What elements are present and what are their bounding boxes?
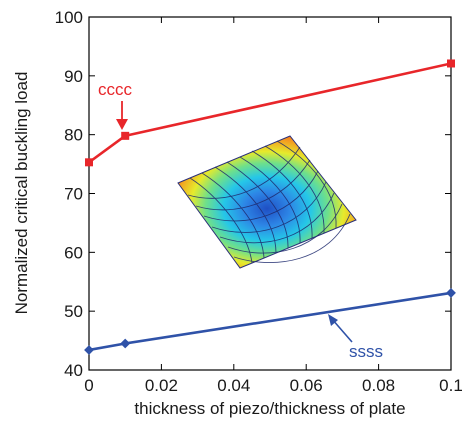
x-tick-label: 0.02: [145, 376, 178, 395]
y-tick-label: 50: [64, 302, 83, 321]
x-axis-label: thickness of piezo/thickness of plate: [134, 399, 405, 418]
x-tick-label: 0.08: [362, 376, 395, 395]
data-point-cccc: [121, 131, 130, 140]
y-tick-label: 40: [64, 361, 83, 380]
annotation-cccc-label: cccc: [98, 80, 133, 99]
annotation-ssss-arrowhead: [328, 314, 338, 326]
y-axis-label: Normalized critical buckling load: [12, 72, 31, 315]
annotation-cccc: cccc: [98, 80, 133, 130]
data-point-ssss: [120, 338, 131, 349]
x-tick-label: 0.04: [217, 376, 250, 395]
y-tick-label: 90: [64, 67, 83, 86]
x-tick-label: 0.1: [439, 376, 462, 395]
buckling-mode-shape-icon: [177, 135, 357, 269]
annotation-ssss-label: ssss: [349, 342, 383, 361]
annotation-ssss-arrow: [331, 318, 353, 343]
x-tick-label: 0.06: [290, 376, 323, 395]
data-point-cccc: [85, 158, 93, 167]
y-tick-label: 60: [64, 243, 83, 262]
data-point-ssss: [446, 288, 456, 298]
annotation-ssss: ssss: [328, 314, 383, 361]
y-tick-label: 100: [55, 8, 83, 27]
data-point-cccc: [447, 59, 455, 68]
data-point-ssss: [84, 345, 94, 355]
annotation-cccc-arrowhead: [116, 119, 128, 130]
x-tick-label: 0: [84, 376, 93, 395]
y-tick-label: 80: [64, 126, 83, 145]
series-line-ssss: [89, 291, 451, 352]
y-tick-label: 70: [64, 185, 83, 204]
